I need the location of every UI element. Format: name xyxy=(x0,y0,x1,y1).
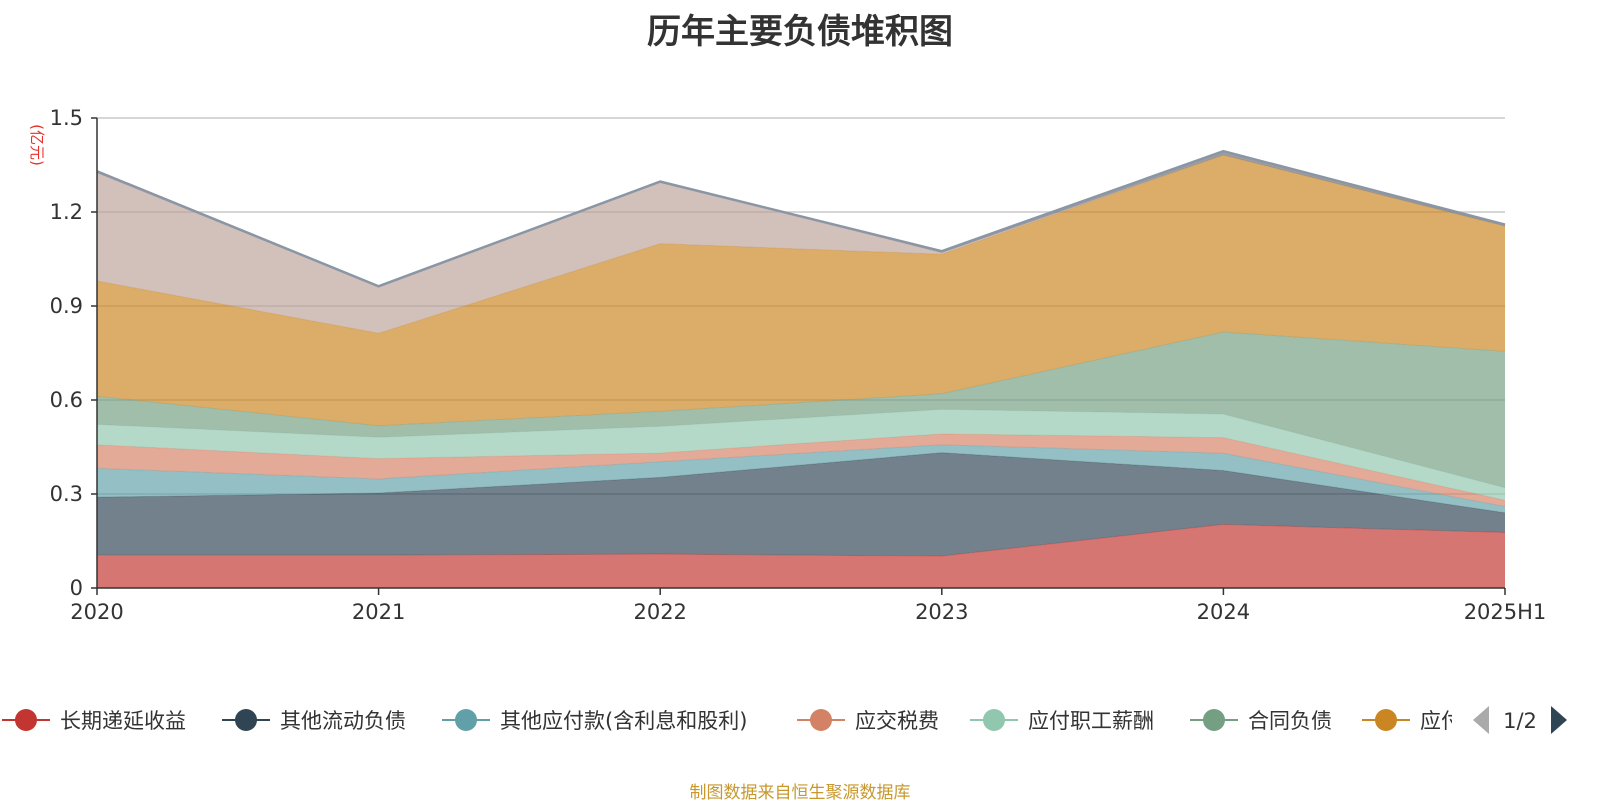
legend-item[interactable]: 其他流动负债 xyxy=(222,709,406,733)
area-series-line-2 xyxy=(96,444,1506,508)
legend-label: 其他流动负债 xyxy=(280,709,406,733)
axes: 0 0.3 0.6 0.9 1.2 1.5 2020 2021 2022 2023 2024 2025… xyxy=(50,106,1547,624)
legend-marker-icon xyxy=(810,709,832,731)
area-series-5 xyxy=(97,332,1505,488)
area-series-0 xyxy=(97,524,1505,588)
legend-next-arrow-icon[interactable] xyxy=(1551,706,1567,734)
x-tick-label: 2020 xyxy=(70,600,123,624)
legend-marker-icon xyxy=(15,709,37,731)
legend-item[interactable]: 应付 xyxy=(1362,709,1462,733)
area-series-6 xyxy=(97,154,1505,426)
y-axis-unit-label: (亿元) xyxy=(28,124,46,166)
legend-prev-arrow-icon[interactable] xyxy=(1473,706,1489,734)
y-tick-label: 0 xyxy=(70,576,83,600)
legend-item[interactable]: 应交税费 xyxy=(797,709,939,733)
y-tick-label: 0.9 xyxy=(50,294,83,318)
legend-label: 其他应付款(含利息和股利) xyxy=(500,709,747,733)
y-tick-label: 1.5 xyxy=(50,106,83,130)
area-series-2 xyxy=(97,444,1505,513)
y-tick-label: 1.2 xyxy=(50,200,83,224)
area-series-3 xyxy=(97,433,1505,507)
area-series-1 xyxy=(97,452,1505,557)
x-tick-label: 2021 xyxy=(352,600,405,624)
legend-label: 应交税费 xyxy=(855,709,939,733)
area-series-7 xyxy=(97,154,1505,334)
stacked-areas xyxy=(96,149,1506,588)
legend-item[interactable]: 长期递延收益 xyxy=(2,709,186,733)
x-tick-label: 2024 xyxy=(1197,600,1250,624)
area-series-4 xyxy=(97,409,1505,501)
legend-label: 合同负债 xyxy=(1248,709,1332,733)
chart-title: 历年主要负债堆积图 xyxy=(647,12,953,52)
legend-marker-icon xyxy=(1375,709,1397,731)
legend-marker-icon xyxy=(455,709,477,731)
legend-marker-icon xyxy=(983,709,1005,731)
source-note: 制图数据来自恒生聚源数据库 xyxy=(689,783,911,803)
total-outline xyxy=(96,149,1506,288)
x-tick-label: 2023 xyxy=(915,600,968,624)
legend-item[interactable]: 其他应付款(含利息和股利) xyxy=(442,709,747,733)
legend-item[interactable]: 合同负债 xyxy=(1190,709,1332,733)
y-tick-label: 0.6 xyxy=(50,388,83,412)
legend-label: 应付职工薪酬 xyxy=(1028,709,1154,733)
legend: 长期递延收益 其他流动负债 其他应付款(含利息和股利) 应交税费 应付职工薪酬 合同负债 应… xyxy=(2,696,1600,746)
x-tick-label: 2022 xyxy=(633,600,686,624)
legend-marker-icon xyxy=(235,709,257,731)
legend-item[interactable]: 应付职工薪酬 xyxy=(970,709,1154,733)
x-tick-label: 2025H1 xyxy=(1464,600,1547,624)
legend-marker-icon xyxy=(1203,709,1225,731)
legend-label: 长期递延收益 xyxy=(60,709,186,733)
legend-page-indicator: 1/2 xyxy=(1503,709,1537,733)
y-tick-label: 0.3 xyxy=(50,482,83,506)
